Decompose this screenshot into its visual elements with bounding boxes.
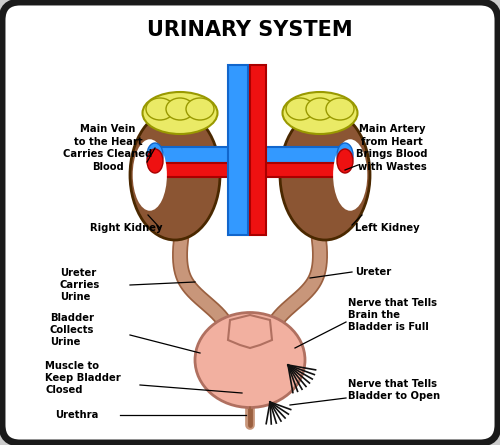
Ellipse shape [306,98,334,120]
Text: Left Kidney: Left Kidney [355,223,420,233]
Ellipse shape [130,110,220,240]
Ellipse shape [337,143,353,167]
Text: Nerve that Tells
Brain the
Bladder is Full: Nerve that Tells Brain the Bladder is Fu… [348,298,437,332]
Text: Main Vein
to the Heart
Carries Cleaned
Blood: Main Vein to the Heart Carries Cleaned B… [64,125,152,172]
Ellipse shape [166,98,194,120]
Ellipse shape [147,143,163,167]
Ellipse shape [282,92,358,134]
Bar [258,163,345,177]
Ellipse shape [326,98,354,120]
Text: Urethra: Urethra [55,410,98,420]
Text: Right Kidney: Right Kidney [90,223,162,233]
Bar [155,163,258,177]
Ellipse shape [186,98,214,120]
Ellipse shape [286,98,314,120]
Bar [258,147,340,163]
Bar [250,65,266,235]
Polygon shape [228,315,272,348]
Bar [228,65,248,235]
Ellipse shape [333,139,368,211]
Ellipse shape [146,98,174,120]
Text: Bladder
Collects
Urine: Bladder Collects Urine [50,312,94,348]
Ellipse shape [142,92,218,134]
Ellipse shape [337,149,353,173]
Ellipse shape [195,312,305,408]
Text: Ureter
Carries
Urine: Ureter Carries Urine [60,267,100,303]
Text: Ureter: Ureter [355,267,391,277]
Ellipse shape [147,149,163,173]
Text: URINARY SYSTEM: URINARY SYSTEM [147,20,353,40]
Text: Nerve that Tells
Bladder to Open: Nerve that Tells Bladder to Open [348,379,440,401]
Text: Muscle to
Keep Bladder
Closed: Muscle to Keep Bladder Closed [45,360,121,396]
Bar [155,147,238,163]
Text: Main Artery
from Heart
Brings Blood
with Wastes: Main Artery from Heart Brings Blood with… [356,125,428,172]
Ellipse shape [132,139,167,211]
Ellipse shape [280,110,370,240]
